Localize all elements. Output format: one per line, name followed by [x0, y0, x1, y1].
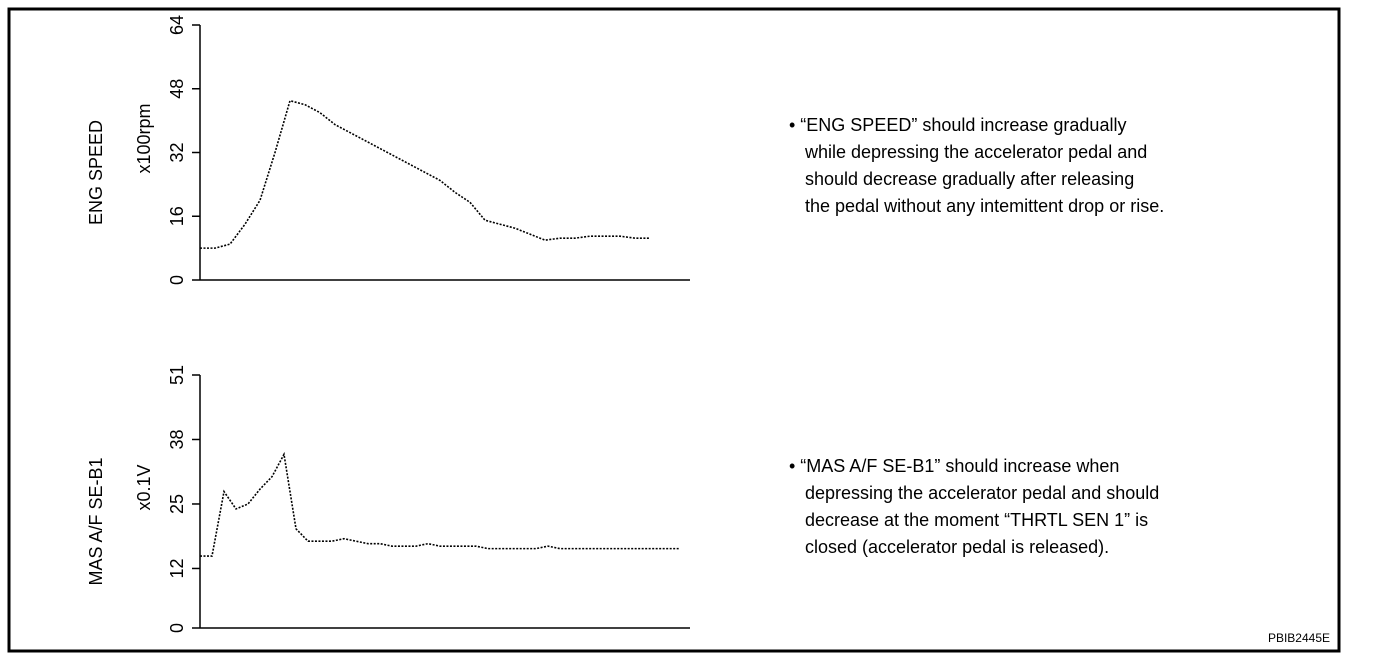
note-line: decrease at the moment “THRTL SEN 1” is — [805, 510, 1148, 530]
data-line — [200, 99, 650, 249]
note-line: closed (accelerator pedal is released). — [805, 537, 1109, 557]
frame — [7, 7, 1341, 653]
y-axis-unit: x100rpm — [134, 103, 154, 173]
y-tick-label: 38 — [167, 429, 187, 449]
y-axis-unit: x0.1V — [134, 464, 154, 510]
y-tick-label: 64 — [167, 15, 187, 35]
note-line: depressing the accelerator pedal and sho… — [805, 483, 1159, 503]
y-axis-title: ENG SPEED — [86, 120, 106, 225]
y-tick-label: 0 — [167, 623, 187, 633]
note-line: • “ENG SPEED” should increase gradually — [789, 115, 1126, 135]
y-tick-label: 51 — [167, 365, 187, 385]
y-axis-title: MAS A/F SE-B1 — [86, 457, 106, 585]
note-line: should decrease gradually after releasin… — [805, 169, 1134, 189]
y-tick-label: 32 — [167, 142, 187, 162]
note-line: while depressing the accelerator pedal a… — [804, 142, 1147, 162]
y-tick-label: 48 — [167, 79, 187, 99]
note-line: • “MAS A/F SE-B1” should increase when — [789, 456, 1119, 476]
y-tick-label: 25 — [167, 494, 187, 514]
y-tick-label: 12 — [167, 558, 187, 578]
y-tick-label: 0 — [167, 275, 187, 285]
note-line: the pedal without any intemittent drop o… — [805, 196, 1164, 216]
data-line — [200, 451, 680, 557]
figure-id: PBIB2445E — [1268, 631, 1330, 645]
y-tick-label: 16 — [167, 206, 187, 226]
